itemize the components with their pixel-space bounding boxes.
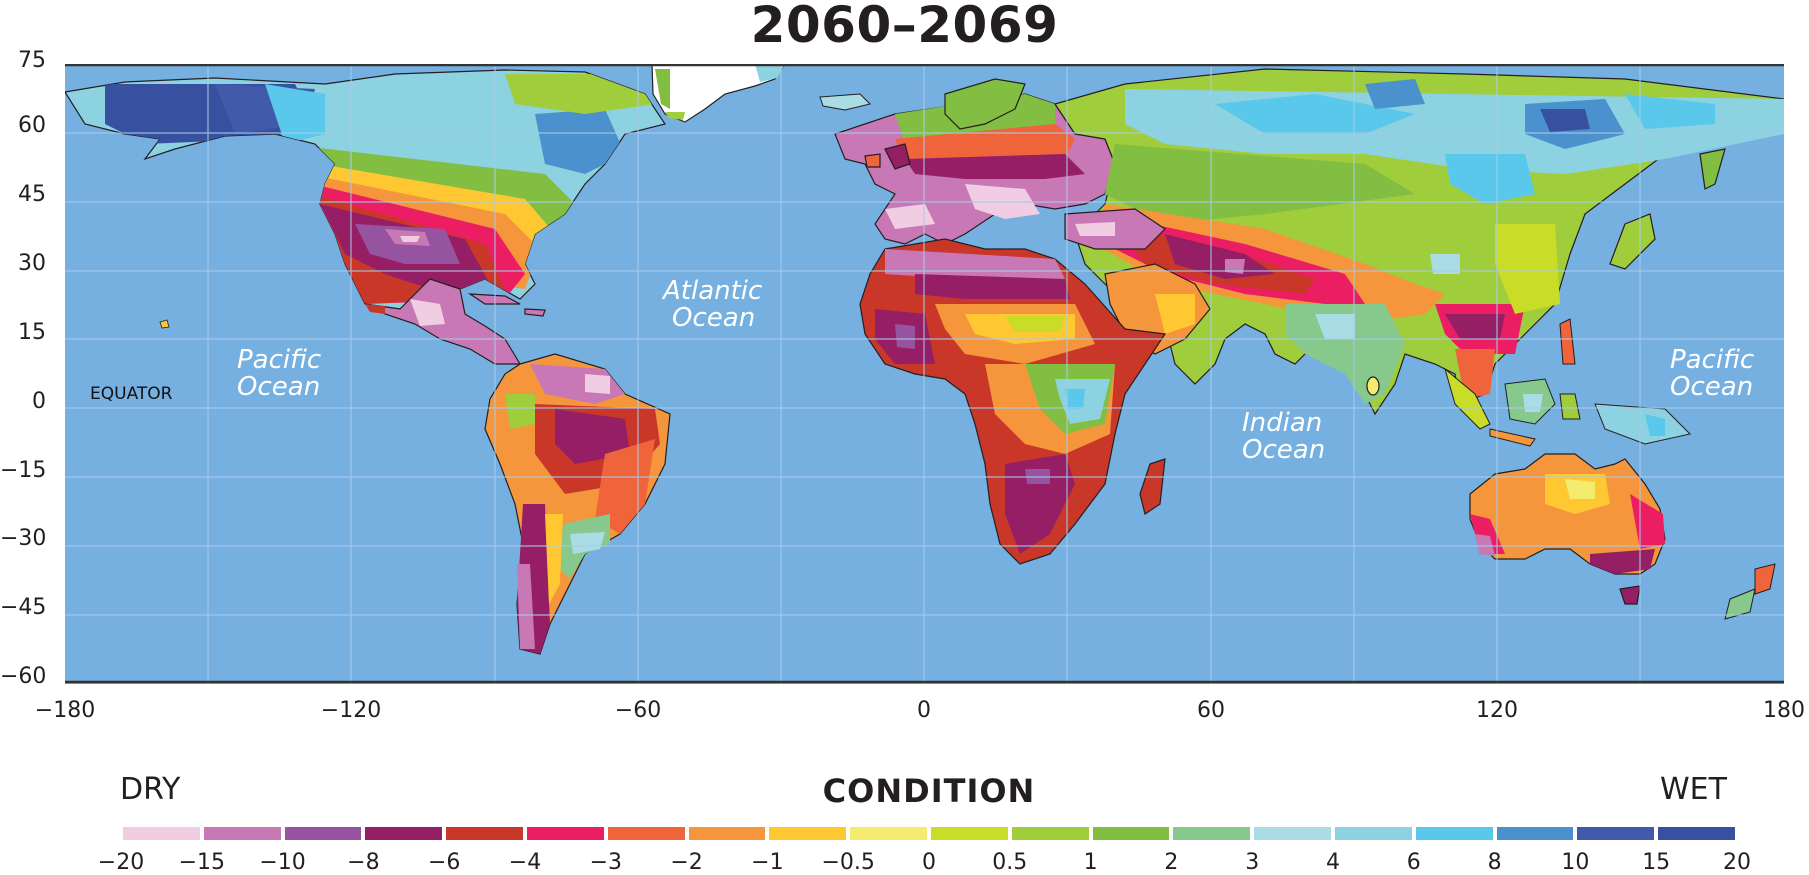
- colorbar-tick-label: −3: [589, 850, 623, 875]
- colorbar-tick-label: −2: [670, 850, 703, 875]
- colorbar-tick-label: −8: [347, 850, 380, 875]
- colorbar-bin: [365, 827, 443, 840]
- world-map: EQUATOR Pacific Ocean Atlantic Ocean Ind…: [65, 64, 1784, 684]
- svg-text:Indian: Indian: [1242, 408, 1322, 438]
- colorbar-bin: [1658, 827, 1735, 840]
- pacific-ocean-west-label: Pacific Ocean: [237, 345, 321, 402]
- y-tick-label: −45: [0, 595, 47, 620]
- colorbar-bin: [1496, 827, 1574, 840]
- graticule: [65, 64, 1784, 684]
- australia: [1469, 453, 1666, 605]
- y-tick-label: 30: [18, 251, 46, 276]
- colorbar-bin: [446, 827, 523, 840]
- x-tick-label: 0: [917, 698, 931, 723]
- y-tick-label: 45: [18, 182, 46, 207]
- atlantic-ocean-label: Atlantic Ocean: [661, 276, 762, 333]
- colorbar-bin: [1092, 827, 1170, 840]
- svg-text:Ocean: Ocean: [672, 303, 755, 333]
- legend-dry-label: DRY: [120, 772, 181, 807]
- colorbar-tick-label: −10: [259, 850, 306, 875]
- africa: [859, 238, 1167, 565]
- colorbar-bin: [123, 827, 200, 840]
- colorbar-tick-label: 3: [1245, 850, 1260, 875]
- colorbar-tick-label: 1: [1083, 850, 1098, 875]
- south-america: [484, 353, 671, 655]
- y-tick-label: −30: [0, 526, 47, 551]
- colorbar-tick-label: 15: [1642, 850, 1671, 875]
- colorbar-tick-label: −15: [178, 850, 226, 875]
- greenland: [651, 64, 786, 123]
- colorbar-tick-label: 0.5: [992, 850, 1028, 875]
- colorbar-bin: [931, 827, 1008, 840]
- colorbar-tick-label: −6: [427, 850, 461, 875]
- colorbar-bin: [1335, 827, 1412, 840]
- equator-label: EQUATOR: [90, 384, 173, 404]
- colorbar-tick-label: −20: [97, 850, 145, 875]
- svg-text:Pacific: Pacific: [237, 345, 321, 375]
- x-tick-label: 120: [1476, 698, 1518, 723]
- svg-text:Pacific: Pacific: [1670, 345, 1754, 375]
- svg-text:Ocean: Ocean: [1242, 435, 1325, 465]
- svg-text:Ocean: Ocean: [237, 372, 320, 402]
- y-tick-label: 75: [18, 48, 46, 73]
- colorbar-bin: [284, 827, 362, 840]
- colorbar-tick-label: 8: [1487, 850, 1502, 875]
- colorbar-bin: [1577, 827, 1655, 840]
- iceland: [819, 93, 871, 111]
- colorbar-tick-label: −4: [508, 850, 542, 875]
- legend-title: CONDITION: [822, 772, 1036, 810]
- y-tick-label: 0: [32, 389, 46, 414]
- x-tick-label: −180: [34, 698, 96, 723]
- chart-title: 2060–2069: [750, 0, 1059, 54]
- colorbar-tick-label: 10: [1561, 850, 1590, 875]
- colorbar-bin: [688, 827, 766, 840]
- colorbar-tick-label: −1: [751, 850, 784, 875]
- colorbar-tick-label: 6: [1406, 850, 1421, 875]
- asia: [1054, 68, 1784, 416]
- indian-ocean-label: Indian Ocean: [1242, 408, 1325, 465]
- colorbar-tick-label: 20: [1723, 850, 1751, 875]
- new-zealand: [1724, 563, 1776, 620]
- colorbar-bin: [850, 827, 927, 840]
- y-tick-label: 15: [18, 320, 46, 345]
- x-tick-label: −120: [320, 698, 382, 723]
- x-tick-label: 180: [1763, 698, 1805, 723]
- y-tick-label: 60: [18, 113, 46, 138]
- maritime-southeast-asia: [1444, 318, 1691, 447]
- colorbar-bin: [769, 827, 847, 840]
- svg-text:Atlantic: Atlantic: [661, 276, 762, 306]
- x-tick-label: 60: [1197, 698, 1225, 723]
- y-tick-label: −60: [0, 664, 47, 689]
- colorbar-bin: [1415, 827, 1493, 840]
- colorbar-bin: [1254, 827, 1331, 840]
- europe: [834, 78, 1116, 245]
- colorbar-bin: [527, 827, 604, 840]
- legend-wet-label: WET: [1660, 772, 1727, 807]
- colorbar-tick-label: 0: [922, 850, 936, 875]
- pacific-ocean-east-label: Pacific Ocean: [1670, 345, 1754, 402]
- north-america: [65, 69, 666, 365]
- colorbar-bin: [607, 827, 685, 840]
- colorbar-bin: [1173, 827, 1251, 840]
- colorbar-tick-label: 4: [1326, 850, 1340, 875]
- colorbar-tick-label: −0.5: [821, 850, 875, 875]
- svg-text:Ocean: Ocean: [1670, 372, 1753, 402]
- hawaii: [159, 319, 170, 329]
- x-tick-label: −60: [614, 698, 662, 723]
- colorbar-bin: [203, 827, 281, 840]
- colorbar-tick-label: 2: [1164, 850, 1179, 875]
- colorbar-bin: [1011, 827, 1089, 840]
- y-tick-label: −15: [0, 458, 47, 483]
